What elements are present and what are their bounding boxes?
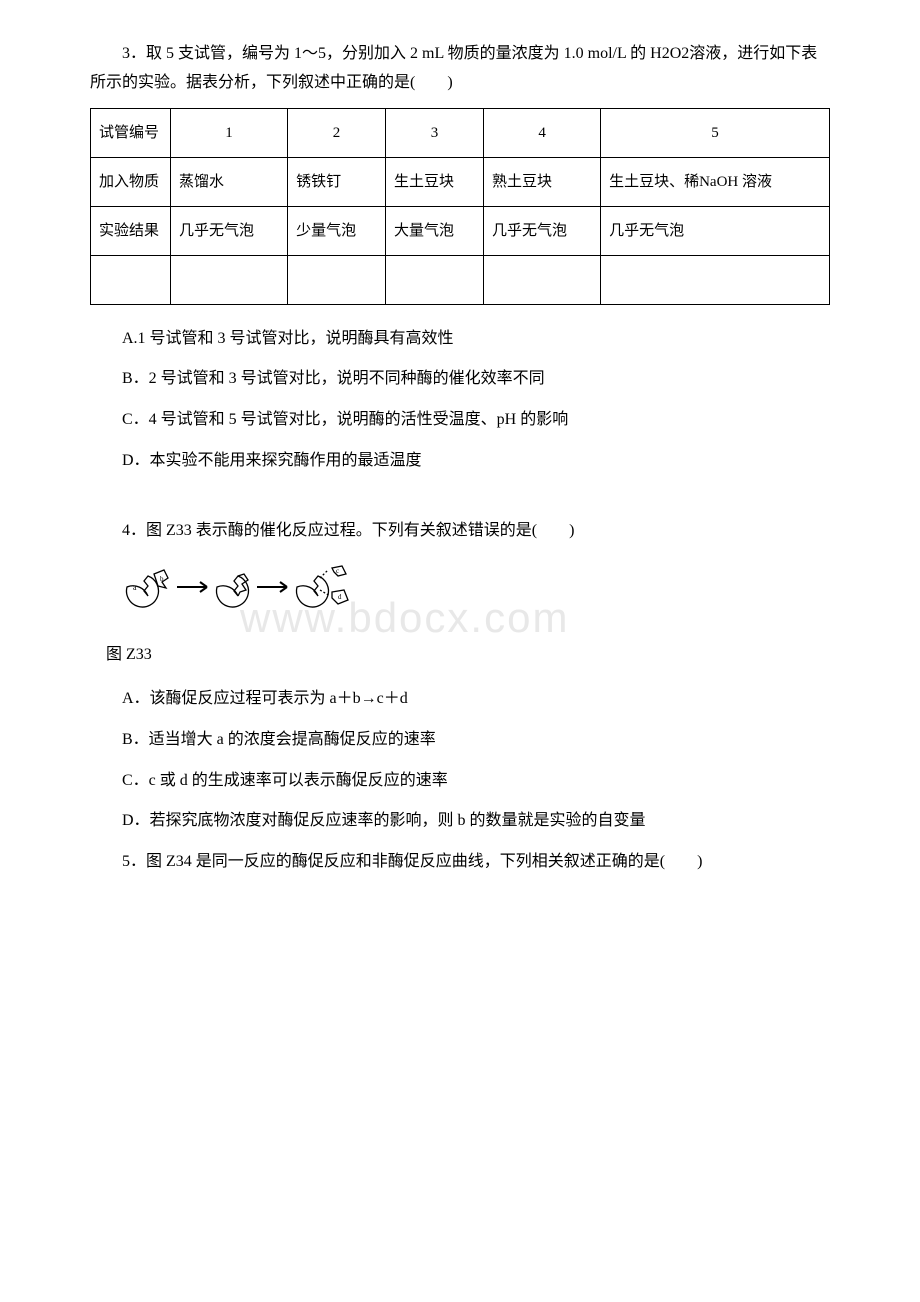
q4-option-a: A．该酶促反应过程可表示为 a＋b→c＋d	[90, 685, 830, 714]
cell: 少量气泡	[288, 206, 386, 255]
enzyme-reaction-diagram: a b c d	[122, 560, 830, 626]
cell-empty	[171, 255, 288, 304]
q3-option-a: A.1 号试管和 3 号试管对比，说明酶具有高效性	[90, 325, 830, 354]
cell: 蒸馏水	[171, 157, 288, 206]
cell-header-1: 试管编号	[91, 108, 171, 157]
cell-empty	[91, 255, 171, 304]
cell: 大量气泡	[386, 206, 484, 255]
cell: 几乎无气泡	[484, 206, 601, 255]
q4-option-c: C．c 或 d 的生成速率可以表示酶促反应的速率	[90, 767, 830, 796]
cell-empty	[288, 255, 386, 304]
cell-empty	[484, 255, 601, 304]
cell-empty	[386, 255, 484, 304]
table-row: 试管编号 1 2 3 4 5	[91, 108, 830, 157]
cell: 熟土豆块	[484, 157, 601, 206]
table-row: 实验结果 几乎无气泡 少量气泡 大量气泡 几乎无气泡 几乎无气泡	[91, 206, 830, 255]
cell: 2	[288, 108, 386, 157]
figure-z33-label: 图 Z33	[90, 641, 830, 670]
cell-empty	[601, 255, 830, 304]
question-5-text: 5．图 Z34 是同一反应的酶促反应和非酶促反应曲线，下列相关叙述正确的是( )	[90, 848, 830, 877]
cell: 4	[484, 108, 601, 157]
cell: 1	[171, 108, 288, 157]
q3-option-b: B．2 号试管和 3 号试管对比，说明不同种酶的催化效率不同	[90, 365, 830, 394]
cell: 几乎无气泡	[171, 206, 288, 255]
question-3-text: 3．取 5 支试管，编号为 1～5，分别加入 2 mL 物质的量浓度为 1.0 …	[90, 40, 830, 98]
cell: 锈铁钉	[288, 157, 386, 206]
q3-option-c: C．4 号试管和 5 号试管对比，说明酶的活性受温度、pH 的影响	[90, 406, 830, 435]
svg-text:a: a	[133, 583, 137, 592]
q4-option-b: B．适当增大 a 的浓度会提高酶促反应的速率	[90, 726, 830, 755]
cell: 生土豆块、稀NaOH 溶液	[601, 157, 830, 206]
q4-option-d: D．若探究底物浓度对酶促反应速率的影响，则 b 的数量就是实验的自变量	[90, 807, 830, 836]
cell: 几乎无气泡	[601, 206, 830, 255]
svg-text:b: b	[160, 575, 164, 583]
cell-header-3: 实验结果	[91, 206, 171, 255]
cell: 3	[386, 108, 484, 157]
cell-header-2: 加入物质	[91, 157, 171, 206]
experiment-table: 试管编号 1 2 3 4 5 加入物质 蒸馏水 锈铁钉 生土豆块 熟土豆块 生土…	[90, 108, 830, 305]
table-row: 加入物质 蒸馏水 锈铁钉 生土豆块 熟土豆块 生土豆块、稀NaOH 溶液	[91, 157, 830, 206]
table-row	[91, 255, 830, 304]
cell: 5	[601, 108, 830, 157]
q3-option-d: D．本实验不能用来探究酶作用的最适温度	[90, 447, 830, 476]
svg-text:d: d	[338, 593, 342, 601]
svg-text:c: c	[336, 567, 339, 575]
question-4-text: 4．图 Z33 表示酶的催化反应过程。下列有关叙述错误的是( )	[90, 517, 830, 546]
cell: 生土豆块	[386, 157, 484, 206]
